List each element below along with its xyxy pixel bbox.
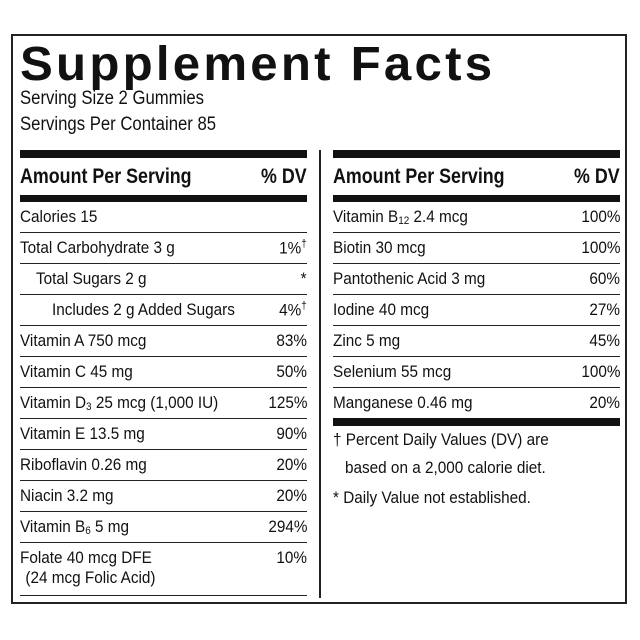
daily-value: 100% — [580, 362, 620, 381]
nutrient-name: Total Carbohydrate 3 g — [20, 238, 175, 257]
servings-per-container: Servings Per Container 85 — [20, 114, 217, 135]
nutrient-name: Vitamin E 13.5 mg — [20, 424, 145, 443]
daily-value: 90% — [276, 424, 307, 443]
nutrient-name: Vitamin B12 2.4 mcg — [333, 207, 468, 227]
nutrient-row: Pantothenic Acid 3 mg 60% — [333, 264, 620, 295]
footnote-dagger-line2: based on a 2,000 calorie diet. — [345, 458, 546, 477]
daily-value: * — [301, 269, 307, 288]
daily-value: 45% — [589, 331, 620, 350]
nutrient-row: Selenium 55 mcg 100% — [333, 357, 620, 388]
supplement-facts-panel — [11, 34, 627, 604]
nutrient-row: Vitamin A 750 mcg 83% — [20, 326, 307, 357]
thick-rule — [20, 150, 307, 158]
thick-rule — [333, 195, 620, 202]
nutrient-name: Vitamin B6 5 mg — [20, 517, 129, 537]
nutrient-row: Includes 2 g Added Sugars 4%† — [20, 295, 307, 326]
nutrient-name: Includes 2 g Added Sugars — [52, 300, 235, 319]
nutrient-name: Selenium 55 mcg — [333, 362, 452, 381]
nutrient-row: Niacin 3.2 mg 20% — [20, 481, 307, 512]
daily-value: 10% — [276, 548, 307, 567]
amount-header: Amount Per Serving — [333, 164, 505, 188]
serving-size: Serving Size 2 Gummies — [20, 88, 204, 109]
daily-value: 20% — [589, 393, 620, 412]
nutrient-row: Vitamin E 13.5 mg 90% — [20, 419, 307, 450]
nutrient-row: Vitamin C 45 mg 50% — [20, 357, 307, 388]
column-divider — [319, 150, 321, 598]
panel-title: Supplement Facts — [20, 36, 496, 91]
daily-value: 100% — [580, 238, 620, 257]
nutrient-name: Pantothenic Acid 3 mg — [333, 269, 486, 288]
nutrient-row: Total Sugars 2 g * — [20, 264, 307, 295]
right-column: Amount Per Serving % DV Vitamin B12 2.4 … — [333, 150, 620, 426]
nutrient-name: Iodine 40 mcg — [333, 300, 430, 319]
nutrient-row: Vitamin B6 5 mg 294% — [20, 512, 307, 543]
thick-rule — [333, 418, 620, 426]
nutrient-name: Vitamin A 750 mcg — [20, 331, 147, 350]
nutrient-row: Calories 15 — [20, 202, 307, 233]
nutrient-row: Folate 40 mcg DFE (24 mcg Folic Acid) 10% — [20, 543, 307, 595]
thick-rule — [20, 195, 307, 202]
daily-value: 60% — [589, 269, 620, 288]
left-column: Amount Per Serving % DV Calories 15 Total… — [20, 150, 307, 596]
nutrient-row: Zinc 5 mg 45% — [333, 326, 620, 357]
footnote-asterisk: * Daily Value not established. — [333, 488, 531, 507]
nutrient-name: Manganese 0.46 mg — [333, 393, 473, 412]
column-header: Amount Per Serving % DV — [333, 158, 620, 195]
nutrient-row: Total Carbohydrate 3 g 1%† — [20, 233, 307, 264]
nutrient-name: Calories 15 — [20, 207, 98, 226]
nutrient-row: Iodine 40 mcg 27% — [333, 295, 620, 326]
daily-value: 27% — [589, 300, 620, 319]
nutrient-name: Vitamin D3 25 mcg (1,000 IU) — [20, 393, 219, 413]
nutrient-name: Biotin 30 mcg — [333, 238, 426, 257]
nutrient-name: Folate 40 mcg DFE (24 mcg Folic Acid) — [20, 548, 156, 587]
daily-value: 20% — [276, 486, 307, 505]
nutrient-name: Niacin 3.2 mg — [20, 486, 114, 505]
nutrient-name: Riboflavin 0.26 mg — [20, 455, 147, 474]
nutrient-name: Vitamin C 45 mg — [20, 362, 133, 381]
nutrient-name: Zinc 5 mg — [333, 331, 401, 350]
daily-value: 20% — [276, 455, 307, 474]
nutrient-row: Vitamin B12 2.4 mcg 100% — [333, 202, 620, 233]
amount-header: Amount Per Serving — [20, 164, 192, 188]
daily-value: 4%† — [279, 299, 307, 320]
bottom-rule — [20, 595, 307, 596]
daily-value: 294% — [267, 517, 307, 536]
daily-value: 50% — [276, 362, 307, 381]
footnote-dagger-line1: † Percent Daily Values (DV) are — [333, 430, 549, 449]
dv-header: % DV — [261, 164, 307, 188]
nutrient-name: Total Sugars 2 g — [36, 269, 147, 288]
daily-value: 83% — [276, 331, 307, 350]
daily-value: 125% — [267, 393, 307, 412]
thick-rule — [333, 150, 620, 158]
column-header: Amount Per Serving % DV — [20, 158, 307, 195]
daily-value: 1%† — [279, 237, 307, 258]
nutrient-row: Vitamin D3 25 mcg (1,000 IU) 125% — [20, 388, 307, 419]
nutrient-row: Manganese 0.46 mg 20% — [333, 388, 620, 418]
dv-header: % DV — [574, 164, 620, 188]
nutrient-row: Riboflavin 0.26 mg 20% — [20, 450, 307, 481]
nutrient-row: Biotin 30 mcg 100% — [333, 233, 620, 264]
daily-value: 100% — [580, 207, 620, 226]
